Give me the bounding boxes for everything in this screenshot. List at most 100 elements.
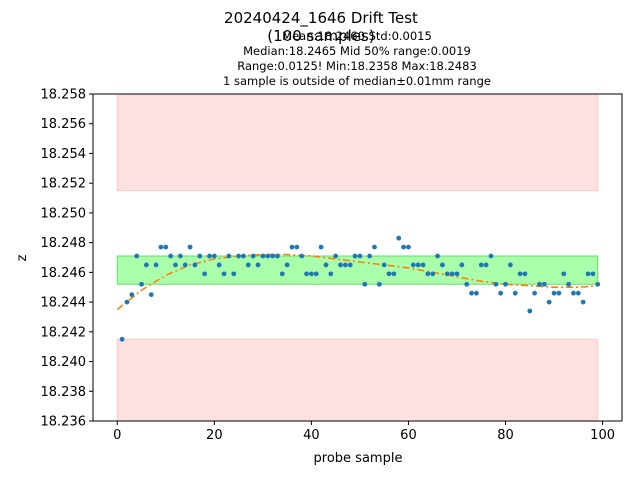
data-point [226, 253, 232, 259]
trend-line [116, 253, 598, 311]
data-point [168, 253, 174, 259]
data-point [260, 253, 266, 259]
data-point [342, 262, 348, 268]
data-point [474, 290, 479, 296]
data-point [221, 271, 227, 277]
data-point [352, 253, 358, 259]
data-point [561, 271, 567, 277]
data-point [590, 271, 596, 277]
data-point [386, 271, 392, 277]
data-point [507, 262, 513, 268]
data-point [493, 281, 499, 287]
data-point [124, 299, 130, 305]
data-point [517, 271, 523, 277]
data-point [245, 262, 251, 268]
y-tick-label: 18.248 [41, 236, 87, 251]
data-point [571, 290, 576, 296]
data-point [381, 262, 387, 268]
data-point [396, 235, 402, 241]
data-point [420, 262, 426, 268]
data-point [163, 244, 169, 250]
data-point [139, 281, 144, 287]
data-point [275, 253, 280, 259]
data-point [216, 262, 222, 268]
x-tick-label: 60 [400, 428, 417, 443]
data-point [469, 290, 474, 296]
data-point [498, 290, 504, 296]
data-point [595, 281, 601, 287]
data-point [313, 271, 319, 277]
y-tick-label: 18.238 [41, 385, 87, 400]
data-point [532, 290, 538, 296]
band-out-of-range-upper [116, 93, 599, 192]
data-point [444, 271, 450, 277]
data-point [279, 271, 285, 277]
data-point [299, 253, 305, 259]
data-point [134, 253, 140, 259]
data-point [323, 262, 329, 268]
x-tick-label: 80 [497, 428, 514, 443]
data-point [459, 262, 465, 268]
data-point [483, 262, 489, 268]
band-mid-50 [116, 255, 599, 285]
stats-line-2: Median:18.2465 Mid 50% range:0.0019 [243, 44, 471, 58]
data-point [537, 281, 542, 287]
y-tick-label: 18.242 [41, 325, 87, 340]
data-point [585, 271, 591, 277]
data-point [153, 262, 159, 268]
data-point [362, 281, 368, 287]
data-point [440, 262, 445, 268]
band-out-of-range-lower [116, 338, 599, 422]
data-point [435, 253, 440, 259]
data-point [308, 271, 314, 277]
x-tick-label: 40 [303, 428, 320, 443]
data-point [250, 253, 256, 259]
y-tick-label: 18.246 [41, 266, 87, 281]
chart-subtitle: (100 samples) [267, 27, 374, 45]
stats-line-3: Range:0.0125! Min:18.2358 Max:18.2483 [237, 59, 477, 73]
data-point [318, 244, 324, 250]
data-point [187, 244, 193, 250]
y-tick-label: 18.236 [41, 415, 87, 430]
data-point [192, 262, 198, 268]
x-tick-label: 0 [113, 428, 121, 443]
data-point [265, 253, 271, 259]
data-point [546, 299, 552, 305]
data-point [430, 271, 436, 277]
data-point [376, 281, 382, 287]
y-tick-label: 18.254 [41, 147, 87, 162]
data-point [512, 290, 518, 296]
data-point [503, 281, 508, 287]
data-point [580, 299, 586, 305]
data-point [241, 253, 246, 259]
data-point [207, 253, 212, 259]
data-point [347, 262, 353, 268]
data-point [304, 271, 309, 277]
stats-line-1: Mean:18.2460 Std:0.0015 [282, 29, 432, 43]
data-point [575, 290, 581, 296]
data-point [158, 244, 164, 250]
data-point [478, 262, 484, 268]
y-tick-label: 18.252 [41, 177, 87, 192]
data-point [289, 244, 295, 250]
y-tick-label: 18.250 [41, 206, 87, 221]
data-point [129, 292, 135, 298]
data-point [177, 253, 183, 259]
data-point [333, 253, 339, 259]
stats-line-4: 1 sample is outside of median±0.01mm ran… [223, 74, 491, 88]
x-tick-label: 20 [206, 428, 223, 443]
data-point [410, 262, 416, 268]
data-point [372, 244, 377, 250]
data-point [211, 253, 217, 259]
data-point [551, 290, 557, 296]
data-point [119, 336, 125, 342]
y-tick-label: 18.256 [41, 117, 87, 132]
chart-title: 20240424_1646 Drift Test [224, 9, 418, 28]
y-tick-label: 18.258 [41, 88, 87, 103]
data-point [202, 271, 208, 277]
data-point [449, 271, 455, 277]
data-point [367, 253, 373, 259]
data-point [270, 253, 275, 259]
data-point [454, 271, 460, 277]
